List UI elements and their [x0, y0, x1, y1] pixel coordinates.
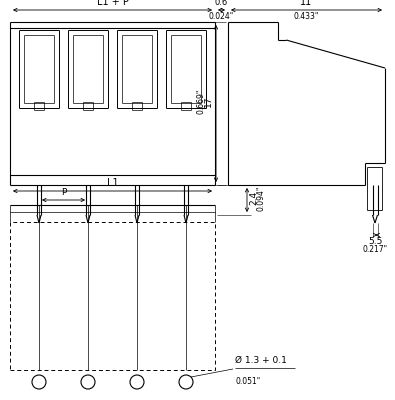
Text: P: P: [61, 188, 66, 197]
Text: 0.094": 0.094": [256, 185, 265, 211]
Bar: [10, 222, 215, 370]
Text: L1 + P: L1 + P: [96, 0, 128, 7]
Text: 0.217": 0.217": [363, 245, 387, 254]
Text: 0.6: 0.6: [215, 0, 228, 7]
Text: Ø 1.3 + 0.1: Ø 1.3 + 0.1: [235, 356, 287, 365]
Text: 17: 17: [204, 96, 213, 107]
Text: 5.5: 5.5: [368, 237, 382, 246]
Text: 2.4: 2.4: [249, 191, 258, 205]
Text: 0.669": 0.669": [197, 89, 206, 114]
Text: 0.024": 0.024": [209, 12, 234, 21]
Text: 11: 11: [300, 0, 312, 7]
Text: L1: L1: [107, 178, 118, 188]
Text: 0.051": 0.051": [235, 377, 260, 386]
Text: 0.433": 0.433": [294, 12, 319, 21]
